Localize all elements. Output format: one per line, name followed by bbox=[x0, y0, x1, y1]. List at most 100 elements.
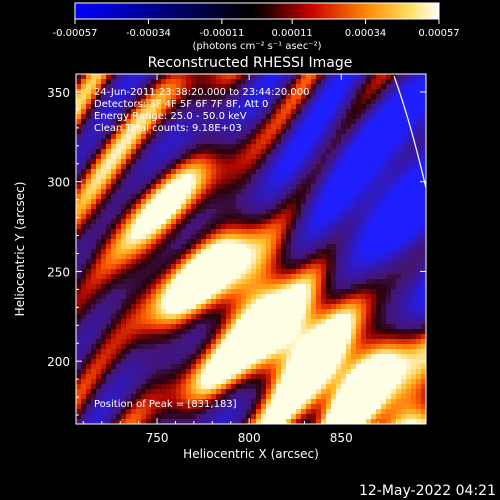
heatmap-cell bbox=[171, 289, 177, 295]
heatmap-cell bbox=[356, 344, 362, 350]
heatmap-cell bbox=[381, 144, 387, 150]
heatmap-cell bbox=[391, 109, 397, 115]
heatmap-cell bbox=[346, 184, 352, 190]
heatmap-cell bbox=[421, 229, 426, 235]
heatmap-cell bbox=[231, 369, 237, 375]
heatmap-cell bbox=[266, 339, 272, 345]
heatmap-cell bbox=[161, 214, 167, 220]
heatmap-cell bbox=[116, 254, 122, 260]
heatmap-cell bbox=[156, 119, 162, 125]
heatmap-cell bbox=[416, 169, 422, 175]
heatmap-cell bbox=[276, 184, 282, 190]
heatmap-cell bbox=[291, 274, 297, 280]
heatmap-cell bbox=[126, 229, 132, 235]
heatmap-cell bbox=[386, 104, 392, 110]
heatmap-cell bbox=[161, 274, 167, 280]
heatmap-cell bbox=[191, 334, 197, 340]
heatmap-cell bbox=[246, 389, 252, 395]
heatmap-cell bbox=[166, 354, 172, 360]
heatmap-cell bbox=[96, 84, 102, 90]
heatmap-cell bbox=[341, 279, 347, 285]
heatmap-cell bbox=[296, 264, 302, 270]
heatmap-cell bbox=[271, 269, 277, 275]
heatmap-cell bbox=[96, 419, 102, 424]
heatmap-cell bbox=[351, 254, 357, 260]
heatmap-cell bbox=[261, 179, 267, 185]
heatmap-cell bbox=[106, 269, 112, 275]
heatmap-cell bbox=[166, 289, 172, 295]
heatmap-cell bbox=[316, 259, 322, 265]
heatmap-cell bbox=[371, 229, 377, 235]
heatmap-cell bbox=[166, 114, 172, 120]
heatmap-cell bbox=[121, 374, 127, 380]
heatmap-cell bbox=[421, 264, 426, 270]
heatmap-cell bbox=[366, 289, 372, 295]
heatmap-cell bbox=[296, 329, 302, 335]
heatmap-cell bbox=[106, 369, 112, 375]
heatmap-cell bbox=[191, 324, 197, 330]
heatmap-cell bbox=[311, 344, 317, 350]
heatmap-cell bbox=[131, 144, 137, 150]
heatmap-cell bbox=[201, 124, 207, 130]
heatmap-cell bbox=[171, 369, 177, 375]
heatmap-cell bbox=[416, 379, 422, 385]
heatmap-cell bbox=[86, 344, 92, 350]
heatmap-cell bbox=[156, 369, 162, 375]
heatmap-cell bbox=[141, 404, 147, 410]
heatmap-cell bbox=[251, 394, 257, 400]
heatmap-cell bbox=[126, 349, 132, 355]
heatmap-cell bbox=[371, 409, 377, 415]
heatmap-cell bbox=[386, 214, 392, 220]
heatmap-cell bbox=[191, 354, 197, 360]
heatmap-cell bbox=[191, 359, 197, 365]
heatmap-cell bbox=[141, 224, 147, 230]
heatmap-cell bbox=[291, 359, 297, 365]
heatmap-cell bbox=[406, 364, 412, 370]
heatmap-cell bbox=[311, 254, 317, 260]
heatmap-cell bbox=[136, 359, 142, 365]
heatmap-cell bbox=[401, 399, 407, 405]
heatmap-cell bbox=[391, 374, 397, 380]
heatmap-cell bbox=[161, 284, 167, 290]
heatmap-cell bbox=[311, 114, 317, 120]
heatmap-cell bbox=[256, 99, 262, 105]
heatmap-cell bbox=[121, 419, 127, 424]
heatmap-cell bbox=[396, 264, 402, 270]
heatmap-cell bbox=[321, 254, 327, 260]
heatmap-cell bbox=[401, 159, 407, 165]
heatmap-cell bbox=[281, 309, 287, 315]
heatmap-cell bbox=[416, 339, 422, 345]
heatmap-cell bbox=[171, 274, 177, 280]
heatmap-cell bbox=[416, 134, 422, 140]
heatmap-cell bbox=[406, 149, 412, 155]
heatmap-cell bbox=[356, 129, 362, 135]
heatmap-cell bbox=[351, 139, 357, 145]
heatmap-cell bbox=[241, 244, 247, 250]
heatmap-cell bbox=[256, 94, 262, 100]
heatmap-cell bbox=[191, 289, 197, 295]
heatmap-cell bbox=[96, 129, 102, 135]
heatmap-cell bbox=[191, 199, 197, 205]
heatmap-cell bbox=[81, 209, 87, 215]
heatmap-cell bbox=[121, 364, 127, 370]
heatmap-cell bbox=[186, 314, 192, 320]
heatmap-cell bbox=[316, 164, 322, 170]
heatmap-cell bbox=[91, 324, 97, 330]
heatmap-cell bbox=[226, 94, 232, 100]
heatmap-cell bbox=[221, 154, 227, 160]
heatmap-cell bbox=[401, 274, 407, 280]
heatmap-cell bbox=[146, 154, 152, 160]
heatmap-cell bbox=[241, 264, 247, 270]
heatmap-cell bbox=[91, 299, 97, 305]
heatmap-cell bbox=[321, 239, 327, 245]
heatmap-cell bbox=[416, 249, 422, 255]
heatmap-cell bbox=[86, 144, 92, 150]
heatmap-cell bbox=[106, 204, 112, 210]
heatmap-cell bbox=[81, 369, 87, 375]
heatmap-cell bbox=[166, 169, 172, 175]
heatmap-cell bbox=[161, 199, 167, 205]
heatmap-cell bbox=[176, 284, 182, 290]
heatmap-cell bbox=[81, 144, 87, 150]
heatmap-cell bbox=[331, 219, 337, 225]
heatmap-cell bbox=[361, 254, 367, 260]
